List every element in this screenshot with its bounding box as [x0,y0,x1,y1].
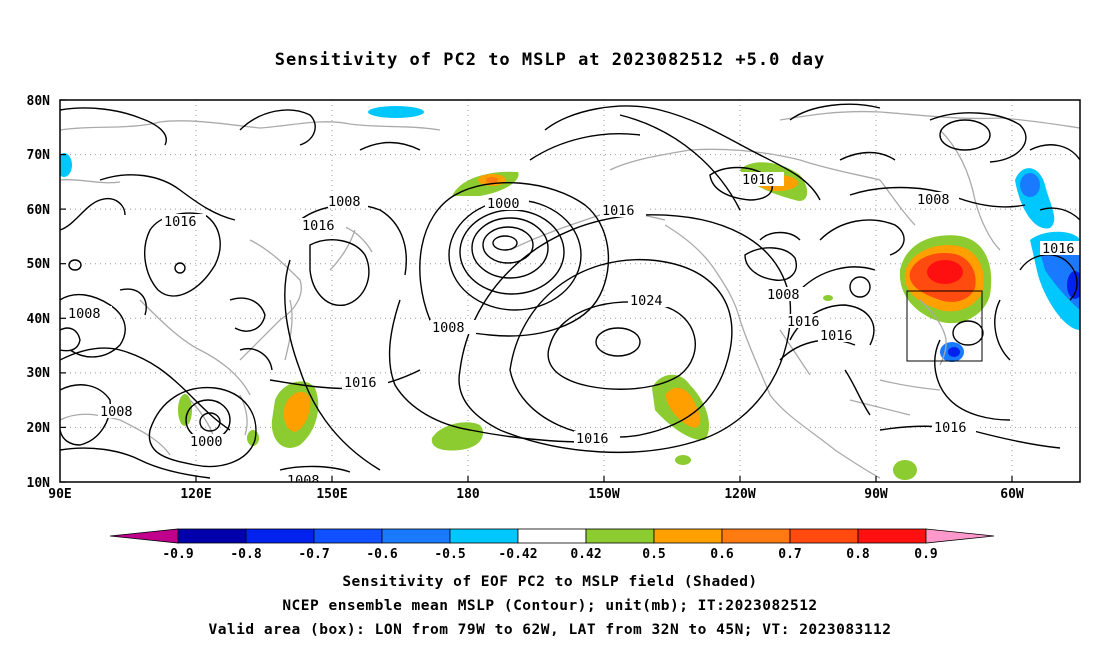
contour-label: 1016 [1042,241,1075,257]
colorbar-label: -0.6 [366,547,397,562]
mslp-contours [60,103,1080,479]
axis-ticks [60,99,1013,483]
lat-label: 50N [27,257,51,272]
lat-label: 30N [27,366,51,381]
contour-label: 1000 [487,196,520,212]
colorbar-segment [381,528,451,544]
colorbar-labels: -0.9 -0.8 -0.7 -0.6 -0.5 -0.42 0.42 0.5 … [162,547,937,562]
colorbar-segment [653,528,723,544]
contour-label: 1016 [742,172,775,188]
lon-label: 150E [316,487,347,502]
colorbar-label: -0.42 [498,547,537,562]
colorbar-label: -0.8 [230,547,261,562]
colorbar-segment [313,528,383,544]
contour-label: 1008 [287,473,320,489]
lon-label: 90E [48,487,71,502]
colorbar-segment [449,528,519,544]
contour-label: 1008 [68,306,101,322]
contour-label: 1016 [602,203,635,219]
contour-label: 1016 [344,375,377,391]
colorbar-segment [857,528,927,544]
lon-label: 120E [180,487,211,502]
colorbar-label: -0.5 [434,547,465,562]
caption-contour: NCEP ensemble mean MSLP (Contour); unit(… [282,598,818,614]
graticule [60,100,1080,482]
contour-label: 1008 [917,192,950,208]
lat-label: 80N [27,94,51,109]
contour-label: 1016 [302,218,335,234]
colorbar [109,528,995,544]
lat-label: 70N [27,148,51,163]
plot-title: Sensitivity of PC2 to MSLP at 2023082512… [274,50,826,70]
lon-label: 180 [456,487,480,502]
contour-label: 1016 [934,420,967,436]
contour-label: 1008 [432,320,465,336]
contour-label: 1016 [787,314,820,330]
lon-label: 120W [724,487,755,502]
contour-label: 1024 [630,293,663,309]
contour-label: 1016 [576,431,609,447]
colorbar-label: 0.5 [642,547,665,562]
colorbar-label: -0.7 [298,547,329,562]
colorbar-arrow-left [109,528,179,544]
contour-label: 1008 [328,194,361,210]
colorbar-label: 0.7 [778,547,801,562]
lon-label: 60W [1000,487,1024,502]
latitude-labels: 80N 70N 60N 50N 40N 30N 20N 10N [27,94,51,491]
colorbar-label: 0.6 [710,547,734,562]
colorbar-segment [517,528,587,544]
shaded-sensitivity [60,106,1080,480]
contour-label: 1016 [164,214,197,230]
colorbar-label: 0.42 [570,547,601,562]
map-frame [59,99,1081,483]
contour-label: 1008 [767,287,800,303]
colorbar-arrow-right [925,528,995,544]
caption-valid-area: Valid area (box): LON from 79W to 62W, L… [208,622,892,638]
contour-label: 1000 [190,434,223,450]
colorbar-label: 0.9 [914,547,937,562]
valid-area-box [906,290,983,362]
lon-label: 150W [588,487,619,502]
lat-label: 40N [27,312,51,327]
contour-label: 1008 [100,404,133,420]
lon-label: 90W [864,487,888,502]
caption-shaded: Sensitivity of EOF PC2 to MSLP field (Sh… [342,574,758,590]
colorbar-segment [177,528,247,544]
colorbar-segment [789,528,859,544]
lat-label: 60N [27,203,51,218]
colorbar-label: 0.8 [846,547,870,562]
colorbar-segment [245,528,315,544]
contour-labels: 1008 1000 1016 1016 1016 1008 1008 1024 … [66,172,1080,489]
contour-label: 1016 [820,328,853,344]
longitude-labels: 90E 120E 150E 180 150W 120W 90W 60W [48,487,1024,502]
lat-label: 10N [27,476,51,491]
lat-label: 20N [27,421,51,436]
colorbar-label: -0.9 [162,547,193,562]
colorbar-segment [721,528,791,544]
colorbar-segment [585,528,655,544]
